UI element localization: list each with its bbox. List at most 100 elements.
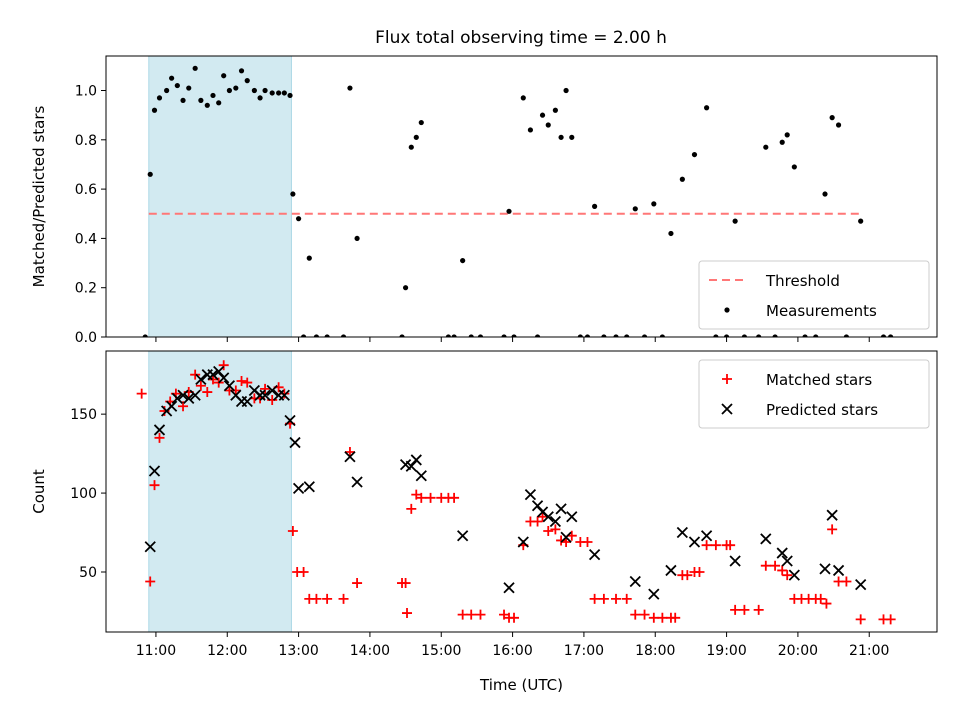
measurement-point — [186, 85, 192, 91]
measurement-point — [723, 334, 730, 337]
matched-point — [298, 567, 309, 578]
predicted-point — [781, 555, 793, 567]
measurement-point — [257, 95, 263, 101]
predicted-point — [729, 555, 741, 567]
measurement-point — [468, 334, 474, 337]
measurement-point — [174, 82, 180, 89]
matched-point — [242, 377, 253, 388]
axes-frame — [105, 55, 938, 338]
measurement-point — [741, 334, 748, 337]
measurement-point — [281, 90, 287, 96]
measurement-point — [756, 334, 762, 337]
matched-point — [311, 593, 322, 604]
matched-point — [589, 593, 600, 604]
x-tick-label: 19:00 — [706, 643, 746, 659]
y-tick-label: 0.2 — [75, 281, 97, 297]
measurement-point — [287, 92, 293, 99]
matched-point — [701, 540, 712, 551]
predicted-point — [503, 582, 515, 594]
measurement-point — [221, 73, 227, 79]
measurement-point — [164, 87, 170, 94]
matched-point — [537, 511, 548, 522]
predicted-point — [542, 511, 554, 523]
matched-point — [287, 525, 298, 536]
predicted-point — [405, 460, 417, 472]
x-axis-label: Time (UTC) — [479, 676, 563, 694]
measurement-point — [880, 334, 887, 337]
measurement-point — [413, 134, 419, 140]
measurement-point — [269, 90, 275, 96]
predicted-point — [788, 569, 800, 581]
measurement-point — [713, 334, 719, 337]
matched-point — [670, 612, 681, 623]
measurement-point — [276, 90, 282, 96]
matched-point — [611, 593, 622, 604]
matched-point — [725, 540, 736, 551]
measurement-point — [306, 255, 312, 261]
predicted-point — [415, 470, 427, 482]
predicted-point — [555, 503, 567, 515]
y-tick-label: 50 — [79, 565, 97, 581]
series-measurements — [142, 65, 894, 337]
matched-point — [136, 388, 147, 399]
measurement-point — [601, 334, 607, 337]
measurement-point — [244, 78, 250, 84]
matched-point — [406, 503, 417, 514]
matched-point — [457, 609, 468, 620]
matched-point — [509, 612, 520, 623]
measurement-point — [511, 334, 517, 337]
series-matched-stars — [136, 360, 896, 625]
matched-point — [556, 535, 567, 546]
measurement-point — [527, 127, 534, 133]
matched-point — [855, 614, 866, 625]
predicted-point — [560, 531, 572, 543]
measurement-point — [147, 171, 153, 177]
x-tick-label: 18:00 — [635, 643, 675, 659]
predicted-point — [153, 424, 166, 436]
matched-point — [621, 593, 632, 604]
predicted-point — [665, 564, 677, 577]
predicted-point — [855, 579, 867, 591]
measurement-point — [539, 112, 546, 118]
measurement-point — [829, 115, 835, 121]
matched-point — [543, 525, 554, 536]
predicted-point — [292, 482, 305, 494]
predicted-point — [241, 395, 253, 408]
measurement-point — [691, 151, 698, 158]
measurement-point — [651, 201, 657, 207]
measurement-point — [418, 119, 424, 126]
predicted-point — [183, 392, 195, 404]
matched-point — [782, 570, 793, 581]
matched-point — [694, 567, 705, 578]
x-tick-label: 11:00 — [136, 643, 176, 659]
matched-point — [532, 516, 543, 527]
measurement-point — [659, 334, 665, 337]
matched-point — [207, 374, 218, 385]
y-tick-label: 0.8 — [75, 133, 97, 149]
measurement-point — [843, 334, 850, 337]
bottom-panel: 50 100 150 11:00 12:00 13:00 14:00 15:00 16:00 17… — [30, 350, 938, 694]
predicted-point — [195, 373, 207, 386]
matched-point — [475, 609, 486, 620]
matched-point — [739, 604, 750, 615]
predicted-point — [549, 515, 562, 528]
measurement-point — [262, 87, 268, 94]
legend: Matched stars Predicted stars — [698, 359, 930, 429]
measurement-point — [624, 334, 630, 337]
matched-point — [154, 432, 165, 443]
predicted-point — [517, 536, 529, 548]
axes-frame — [105, 350, 938, 633]
plot-area — [142, 65, 894, 337]
measurement-point — [552, 107, 558, 113]
matched-point — [190, 369, 201, 380]
matched-point — [195, 380, 206, 391]
matched-point — [630, 609, 641, 620]
predicted-point — [457, 530, 469, 542]
matched-point — [730, 604, 741, 615]
legend-label: Measurements — [766, 302, 877, 320]
matched-point — [841, 576, 852, 587]
measurement-point — [668, 230, 674, 237]
measurement-point — [534, 334, 541, 337]
predicted-point — [826, 509, 838, 521]
